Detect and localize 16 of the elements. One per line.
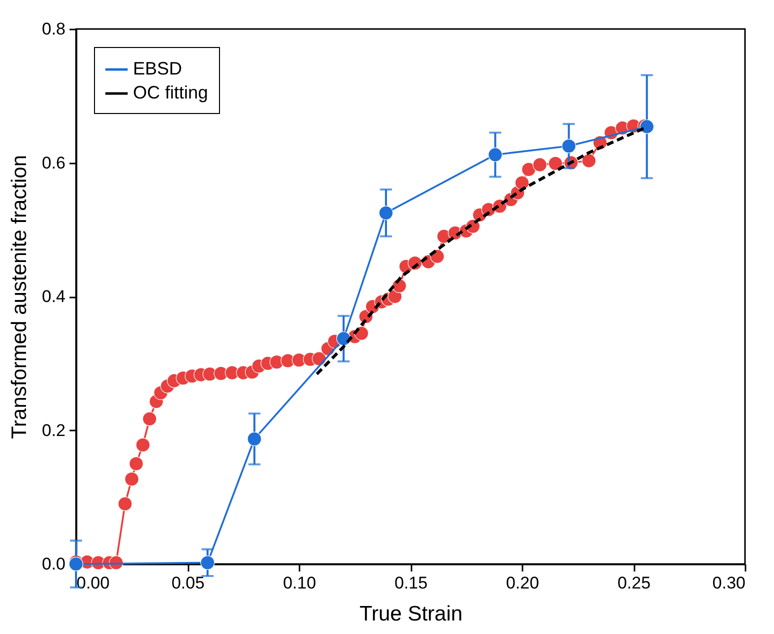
x-axis-title: True Strain [359, 602, 463, 626]
y-tick-label: 0.4 [42, 287, 66, 306]
legend-label: EBSD [133, 58, 182, 78]
x-tick-label: 0.00 [76, 574, 110, 592]
y-axis-title: Transformed austenite fraction [8, 154, 31, 440]
x-tick-label: 0.10 [282, 574, 316, 592]
y-tick-label: 0.2 [42, 420, 66, 440]
x-tick-label: 0.15 [394, 574, 428, 592]
y-tick-label: 0.8 [42, 20, 66, 38]
y-tick-label: 0.0 [42, 554, 66, 574]
y-tick-label: 0.6 [42, 153, 66, 172]
x-tick-label: 0.20 [506, 574, 540, 592]
x-tick-label: 0.05 [171, 574, 205, 592]
legend-label: OC fitting [133, 82, 208, 102]
x-tick-label: 0.30 [712, 574, 746, 592]
x-tick-label: 0.25 [617, 574, 651, 592]
